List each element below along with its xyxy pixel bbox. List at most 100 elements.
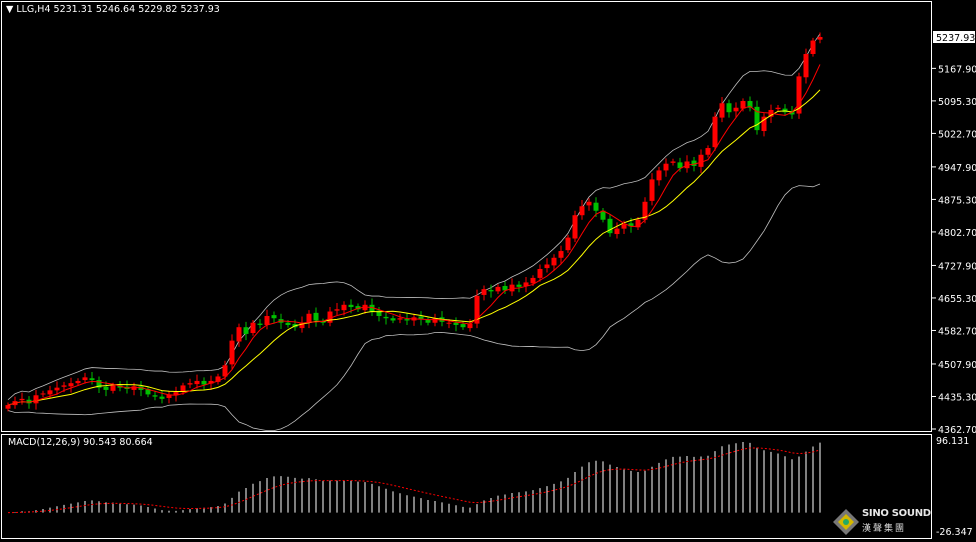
bollinger-upper — [7, 33, 821, 401]
macd-pane-border — [1, 434, 932, 539]
y-tick-label: 5167.90 — [938, 64, 976, 75]
y-tick-label: 4727.90 — [938, 261, 976, 272]
main-pane-border — [1, 1, 932, 432]
y-tick-label: 4507.90 — [938, 360, 976, 371]
candle-body — [334, 309, 340, 311]
candle-body — [201, 380, 207, 385]
candle-body — [26, 399, 32, 404]
candle-body — [327, 311, 333, 323]
candle-body — [474, 295, 480, 324]
candle-body — [355, 306, 361, 310]
candle-body — [614, 228, 620, 235]
candle-body — [159, 396, 165, 399]
candle-body — [243, 327, 249, 334]
chart-title[interactable]: ▼ LLG,H4 5231.31 5246.64 5229.82 5237.93 — [6, 4, 220, 15]
macd-signal-line — [7, 447, 821, 514]
candle-body — [5, 405, 11, 409]
candle-body — [397, 318, 403, 320]
candle-body — [516, 284, 522, 287]
ohlc-low: 5229.82 — [138, 4, 178, 15]
candle-body — [691, 160, 697, 166]
dropdown-triangle-icon[interactable]: ▼ — [6, 4, 14, 15]
bollinger-lower — [7, 183, 821, 432]
candle-body — [579, 206, 585, 216]
candle-body — [754, 106, 760, 131]
candle-body — [719, 103, 725, 118]
candle-body — [250, 322, 256, 334]
candle-body — [152, 395, 158, 397]
candle-body — [145, 389, 151, 395]
y-tick-label: 4435.30 — [938, 392, 976, 403]
candle-body — [460, 324, 466, 328]
candle-body — [789, 112, 795, 115]
candle-body — [383, 316, 389, 319]
candle-body — [404, 319, 410, 321]
candle-body — [670, 161, 676, 163]
logo-text-en: SINO SOUND — [862, 508, 931, 519]
candle-body — [432, 318, 438, 323]
candle-body — [418, 316, 424, 320]
candle-body — [642, 201, 648, 220]
candle-body — [61, 385, 67, 387]
ma-slow-line — [7, 89, 821, 406]
y-tick-label: 5022.70 — [938, 129, 976, 140]
candle-body — [453, 322, 459, 325]
current-price-label: 5237.93 — [936, 33, 975, 44]
candle-body — [166, 394, 172, 398]
candle-body — [656, 170, 662, 181]
candle-body — [635, 219, 641, 228]
candle-body — [369, 304, 375, 312]
y-tick-label: 4362.70 — [938, 425, 976, 436]
candle-body — [803, 53, 809, 78]
candle-body — [628, 223, 634, 227]
candle-body — [761, 116, 767, 132]
candle-body — [306, 313, 312, 323]
candle-body — [222, 365, 228, 377]
candle-body — [82, 377, 88, 381]
candle-body — [285, 322, 291, 325]
candle-body — [663, 163, 669, 171]
candle-body — [523, 282, 529, 286]
candle-body — [236, 327, 242, 342]
candle-body — [425, 320, 431, 323]
candle-body — [481, 289, 487, 295]
y-tick-label: 4655.30 — [938, 294, 976, 305]
symbol: LLG,H4 — [16, 4, 51, 15]
candle-body — [677, 162, 683, 169]
ma-fast-line — [7, 64, 821, 406]
candle-body — [705, 148, 711, 155]
candle-body — [775, 107, 781, 110]
candle-body — [229, 340, 235, 365]
y-tick-label: 4802.70 — [938, 228, 976, 239]
candle-body — [565, 237, 571, 251]
candle-body — [40, 393, 46, 395]
candle-body — [313, 312, 319, 321]
sino-sound-logo-icon — [833, 509, 859, 535]
candle-body — [75, 380, 81, 384]
candle-body — [572, 215, 578, 239]
y-tick-label: 4582.70 — [938, 326, 976, 337]
candle-body — [390, 318, 396, 321]
candle-body — [726, 103, 732, 113]
candle-body — [817, 37, 823, 40]
candle-body — [348, 304, 354, 308]
current-price-box — [933, 31, 975, 43]
candle-body — [257, 323, 263, 325]
macd-max-label: 96.131 — [936, 436, 970, 447]
y-tick-label: 4875.30 — [938, 195, 976, 206]
candle-body — [586, 201, 592, 206]
candle-body — [54, 387, 60, 391]
candle-body — [215, 376, 221, 382]
candle-body — [488, 290, 494, 292]
candle-body — [495, 286, 501, 292]
candle-body — [607, 218, 613, 234]
candle-body — [551, 257, 557, 266]
candle-body — [320, 321, 326, 323]
candle-body — [502, 285, 508, 291]
candle-body — [446, 322, 452, 324]
candle-body — [341, 304, 347, 311]
candle-body — [110, 385, 116, 391]
candle-body — [593, 202, 599, 211]
candle-body — [299, 322, 305, 329]
